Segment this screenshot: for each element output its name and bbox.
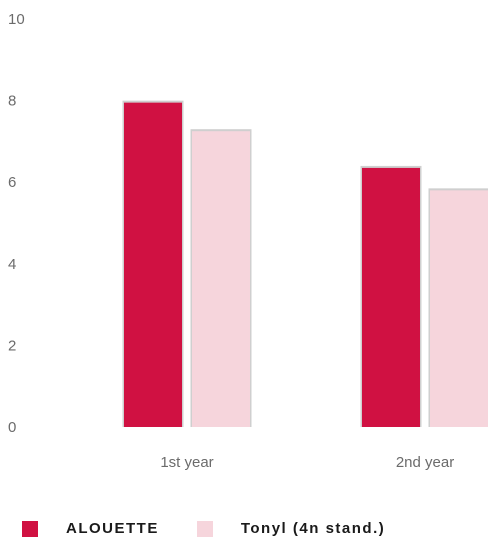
x-axis: 1st year 2nd year	[160, 454, 454, 471]
bar-chart: 0 2 4 6 8 10 1st year 2nd year	[8, 11, 488, 471]
bar-tonyl-1	[192, 131, 250, 427]
legend-item-tonyl: Tonyl (4n stand.)	[196, 520, 386, 537]
legend-swatch-tonyl	[196, 520, 213, 537]
bar-alouette-2	[362, 167, 420, 428]
bars	[122, 100, 488, 428]
y-tick-label: 10	[8, 11, 25, 28]
y-tick-label: 8	[8, 93, 16, 110]
legend: ALOUETTE Tonyl (4n stand.)	[22, 520, 423, 537]
legend-label-tonyl: Tonyl (4n stand.)	[240, 520, 386, 537]
y-axis: 0 2 4 6 8 10	[8, 11, 25, 436]
y-tick-label: 0	[8, 419, 16, 436]
y-tick-label: 4	[8, 256, 16, 273]
y-tick-label: 2	[8, 337, 16, 354]
x-tick-label: 2nd year	[396, 454, 454, 471]
bar-alouette-1	[124, 102, 182, 427]
legend-item-alouette: ALOUETTE	[22, 520, 159, 537]
legend-swatch-alouette	[22, 520, 38, 537]
legend-label-alouette: ALOUETTE	[66, 520, 159, 537]
bar-tonyl-2	[430, 190, 488, 427]
y-tick-label: 6	[8, 174, 16, 191]
x-tick-label: 1st year	[160, 454, 213, 471]
